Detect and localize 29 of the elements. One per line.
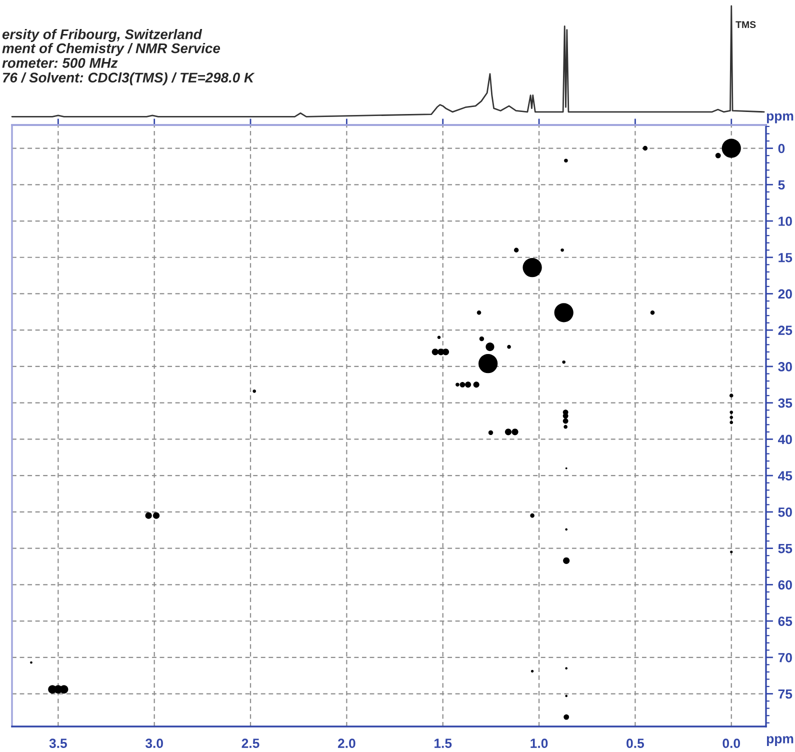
y-tick-label: 75 (778, 689, 792, 699)
annotation: TMS (736, 21, 756, 28)
y-tick-label: 65 (778, 616, 792, 626)
x-tick-label: 0.5 (626, 738, 644, 748)
text: ment of Chemistry / NMR Service rometer: 500 MHz 76 / Solvent: CDCl3(TMS) / TE=298.0 K (2, 43, 255, 86)
y-tick-label: 35 (778, 398, 792, 408)
x-tick-label: 3.5 (49, 738, 67, 748)
x-tick-label: 2.5 (242, 738, 260, 748)
x-tick-label: 3.0 (145, 738, 163, 748)
y-tick-label: 20 (778, 289, 792, 299)
y-tick-label: 15 (778, 253, 792, 262)
y-tick-label: 60 (778, 580, 792, 590)
y-tick-label: 25 (778, 326, 792, 336)
y-tick-label: 5 (778, 180, 785, 190)
y-tick-label: 70 (778, 652, 792, 662)
y-tick-label: 10 (778, 216, 792, 226)
y-tick-label: 55 (778, 544, 792, 554)
x-tick-label: 1.0 (530, 738, 548, 748)
y-tick-label: 40 (778, 434, 792, 444)
text: ersity of Fribourg, Switzerland (2, 29, 202, 42)
y-tick-label: 50 (778, 508, 792, 517)
y-axis-title: ppm (766, 113, 794, 124)
y-tick-label: 45 (778, 471, 792, 480)
x-tick-label: 1.5 (434, 738, 452, 748)
x-axis-title: ppm (766, 736, 794, 746)
y-tick-label: 0 (778, 144, 785, 154)
x-tick-label: 2.0 (338, 738, 356, 748)
x-tick-label: 0.0 (722, 738, 740, 748)
y-tick-label: 30 (778, 362, 792, 372)
